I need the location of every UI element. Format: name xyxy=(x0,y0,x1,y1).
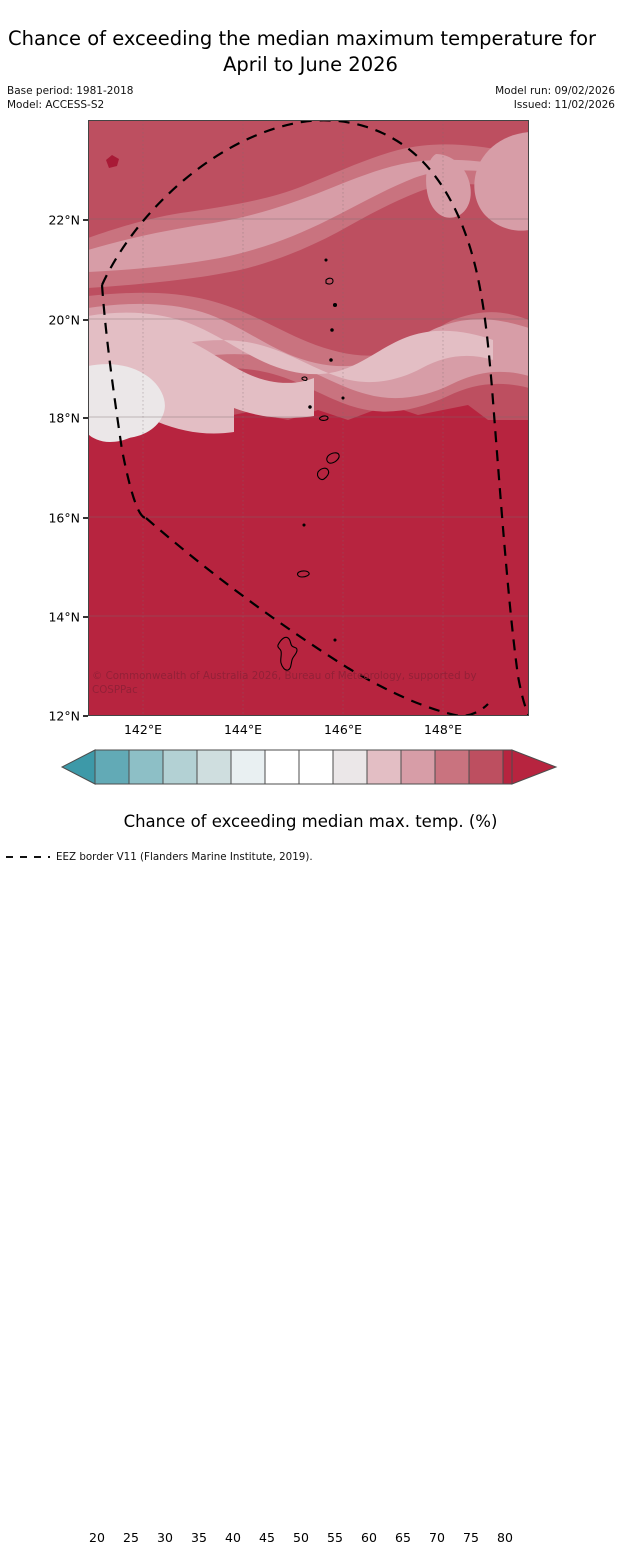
contour-band-55b xyxy=(88,326,314,418)
colorbar-over-arrow xyxy=(511,749,558,785)
ytick-label-16N: 16°N xyxy=(48,510,80,526)
ytick-label-18N: 18°N xyxy=(48,410,80,426)
colorbar-band-30-35 xyxy=(162,749,198,785)
map-canvas[interactable]: © Commonwealth of Australia 2026, Bureau… xyxy=(88,120,529,716)
island-outlines xyxy=(277,258,345,671)
colorbar[interactable]: 20 25 30 35 40 45 50 55 60 65 70 75 80 xyxy=(0,744,621,1545)
colorbar-band-55-60 xyxy=(332,749,368,785)
map-copyright: © Commonwealth of Australia 2026, Bureau… xyxy=(92,670,477,696)
contour-band-60b xyxy=(426,154,471,218)
colorbar-band-80 xyxy=(502,749,513,785)
contour-map-svg xyxy=(88,120,529,716)
eez-legend-label: EEZ border V11 (Flanders Marine Institut… xyxy=(56,851,313,863)
ytick-label-14N: 14°N xyxy=(48,609,80,625)
colorbar-band-60-65 xyxy=(366,749,402,785)
ytick-label-20N: 20°N xyxy=(48,312,80,328)
map-gridlines-vertical xyxy=(142,120,444,716)
ytick-mark xyxy=(83,616,88,618)
ytick-mark xyxy=(83,319,88,321)
contour-band-60 xyxy=(88,159,529,272)
metadata-right: Model run: 09/02/2026 Issued: 11/02/2026 xyxy=(495,84,615,112)
model-text: Model: ACCESS-S2 xyxy=(7,99,105,111)
ytick-mark xyxy=(83,715,88,717)
colorbar-svg xyxy=(60,749,558,785)
xtick-label-146E: 146°E xyxy=(323,722,362,737)
ytick-mark xyxy=(83,517,88,519)
colorbar-band-65-70 xyxy=(400,749,436,785)
issued-text: Issued: 11/02/2026 xyxy=(513,99,615,111)
colorbar-band-25-30 xyxy=(128,749,164,785)
map-plot-area[interactable]: © Commonwealth of Australia 2026, Bureau… xyxy=(88,120,529,716)
metadata-left: Base period: 1981-2018 Model: ACCESS-S2 xyxy=(7,84,133,112)
eez-legend: EEZ border V11 (Flanders Marine Institut… xyxy=(5,851,313,863)
base-period-text: Base period: 1981-2018 xyxy=(7,85,134,97)
colorbar-band-40-45 xyxy=(230,749,266,785)
colorbar-band-45-50 xyxy=(264,749,300,785)
colorbar-band-35-40 xyxy=(196,749,232,785)
map-gridlines xyxy=(88,218,529,617)
contour-band-55 xyxy=(88,312,493,383)
xtick-label-142E: 142°E xyxy=(123,722,162,737)
ytick-mark xyxy=(83,219,88,221)
colorbar-axis-label: Chance of exceeding median max. temp. (%… xyxy=(123,812,498,831)
colorbar-band-75-80 xyxy=(468,749,504,785)
colorbar-band-70-75 xyxy=(434,749,470,785)
eez-border-line xyxy=(100,120,529,716)
colorbar-band-50-55 xyxy=(298,749,334,785)
xtick-label-144E: 144°E xyxy=(223,722,262,737)
dashed-line-icon xyxy=(6,856,50,858)
colorbar-under-arrow xyxy=(60,749,96,785)
xtick-label-148E: 148°E xyxy=(423,722,462,737)
model-run-text: Model run: 09/02/2026 xyxy=(495,85,615,97)
contour-speck xyxy=(106,155,119,168)
page-title-line1: Chance of exceeding the median maximum t… xyxy=(8,27,597,50)
colorbar-band-20-25 xyxy=(94,749,130,785)
colorbar-tick-80: 80 xyxy=(497,1530,513,1545)
eez-border-line-west xyxy=(100,284,147,520)
contour-band-60c xyxy=(474,132,529,231)
ytick-label-22N: 22°N xyxy=(48,212,80,228)
page-title-line2: April to June 2026 xyxy=(223,53,398,76)
ytick-label-12N: 12°N xyxy=(48,708,80,724)
contour-band-55-core2 xyxy=(88,370,151,442)
ytick-mark xyxy=(83,417,88,419)
